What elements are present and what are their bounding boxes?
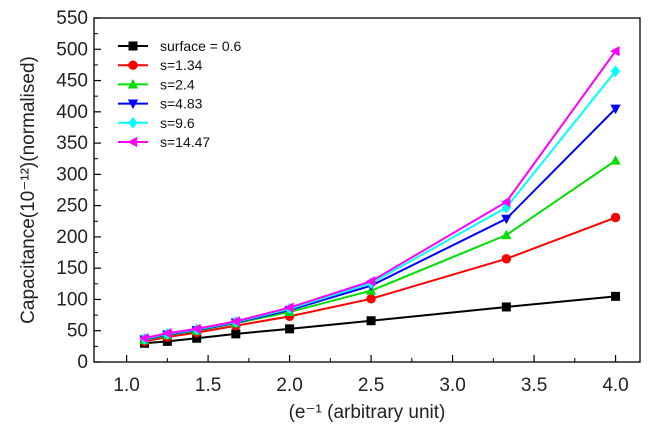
- x-tick-label: 4.0: [602, 375, 628, 396]
- legend-item: s=1.34: [118, 57, 203, 73]
- legend-item: s=9.6: [118, 115, 195, 131]
- legend: surface = 0.6 s=1.34 s=2.4 s=4.83 s=9.6 s=14.…: [118, 38, 242, 150]
- series-1: [140, 292, 620, 348]
- legend-label: s=1.34: [160, 57, 203, 73]
- series-line: [145, 296, 616, 343]
- x-axis-title: (e⁻¹ (arbitrary unit): [289, 402, 446, 423]
- series-line: [145, 218, 616, 342]
- series-line: [145, 109, 616, 340]
- legend-label: s=4.83: [160, 96, 203, 112]
- series-6: [139, 46, 619, 343]
- series-line: [145, 71, 616, 339]
- legend-label: surface = 0.6: [160, 38, 242, 54]
- y-tick-label: 250: [56, 196, 88, 217]
- y-tick-label: 350: [56, 133, 88, 154]
- legend-marker: [128, 137, 137, 147]
- data-point: [366, 294, 375, 303]
- data-point: [610, 46, 619, 56]
- x-tick-label: 3.5: [521, 375, 547, 396]
- y-tick-label: 0: [77, 352, 88, 373]
- legend-item: surface = 0.6: [118, 38, 242, 54]
- y-axis-title: Capacitance(10⁻¹²)(normalised): [18, 56, 39, 324]
- series-lines: [139, 46, 621, 348]
- legend-marker: [128, 117, 137, 129]
- legend-label: s=14.47: [160, 134, 210, 150]
- legend-label: s=9.6: [160, 115, 195, 131]
- data-point: [610, 155, 620, 164]
- y-tick-label: 100: [56, 289, 88, 310]
- data-point: [502, 254, 511, 263]
- data-point: [501, 230, 511, 239]
- y-tick-label: 50: [67, 321, 88, 342]
- legend-label: s=2.4: [160, 76, 195, 92]
- y-tick-label: 450: [56, 71, 88, 92]
- data-point: [611, 213, 620, 222]
- legend-item: s=14.47: [118, 134, 210, 150]
- series-4: [139, 105, 620, 345]
- y-tick-label: 500: [56, 39, 88, 60]
- x-tick-label: 2.0: [276, 375, 302, 396]
- x-tick-label: 3.0: [439, 375, 465, 396]
- series-3: [139, 155, 620, 344]
- y-tick-label: 400: [56, 102, 88, 123]
- y-tick-label: 300: [56, 164, 88, 185]
- y-tick-label: 150: [56, 258, 88, 279]
- y-tick-label: 550: [56, 8, 88, 29]
- data-point: [501, 215, 511, 224]
- x-tick-label: 1.5: [195, 375, 221, 396]
- y-tick-label: 200: [56, 227, 88, 248]
- x-tick-label: 2.5: [358, 375, 384, 396]
- legend-marker: [129, 42, 138, 51]
- legend-item: s=4.83: [118, 96, 203, 112]
- data-point: [611, 292, 620, 301]
- data-point: [367, 316, 376, 325]
- series-line: [145, 161, 616, 341]
- x-tick-label: 1.0: [113, 375, 139, 396]
- legend-marker: [128, 60, 137, 69]
- legend-item: s=2.4: [118, 76, 195, 92]
- data-point: [502, 302, 511, 311]
- data-point: [231, 329, 240, 338]
- data-point: [285, 324, 294, 333]
